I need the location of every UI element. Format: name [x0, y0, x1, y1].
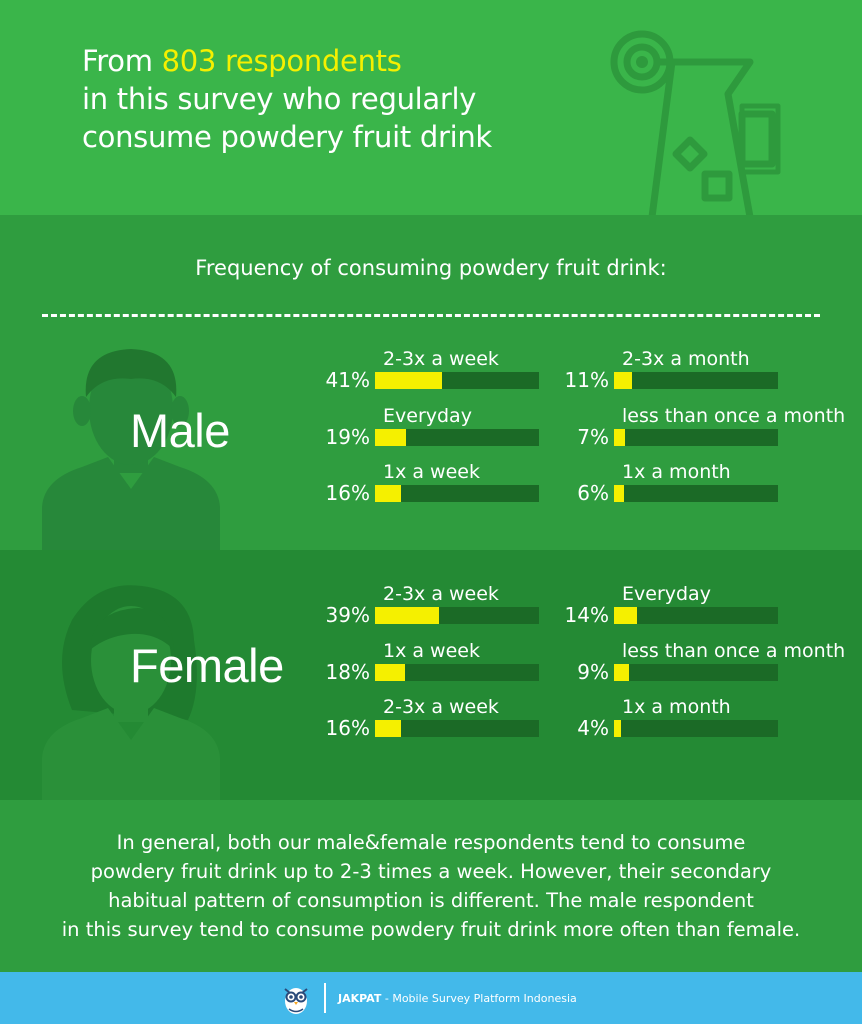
bar	[614, 720, 621, 737]
headline: From 803 respondents in this survey who …	[82, 42, 492, 156]
bar-track	[375, 663, 539, 681]
frequency-section: Frequency of consuming powdery fruit dri…	[0, 215, 862, 551]
bar-track	[614, 720, 778, 737]
bar	[375, 428, 407, 446]
bar	[614, 663, 629, 681]
summary-paragraph: In general, both our male&female respond…	[0, 828, 862, 944]
bar-category-label: 1x a week	[383, 639, 480, 662]
bar-category-label: less than once a month	[622, 639, 846, 662]
bar-value-label: 4%	[577, 716, 609, 740]
header-section: From 803 respondents in this survey who …	[0, 0, 862, 217]
bar-category-label: 1x a month	[622, 461, 731, 483]
summary-line: In general, both our male&female respond…	[116, 831, 746, 854]
bar-track	[375, 428, 539, 446]
bar-value-label: 41%	[325, 368, 370, 392]
bar-category-label: less than once a month	[622, 404, 846, 427]
bar	[375, 607, 439, 624]
bar-track	[375, 485, 539, 502]
frequency-title: Frequency of consuming powdery fruit dri…	[195, 256, 667, 280]
bar-category-label: 2-3x a week	[383, 348, 499, 370]
male-label: Male	[130, 404, 230, 457]
bar-category-label: 2-3x a month	[622, 348, 750, 370]
footer-separator	[324, 983, 326, 1013]
footer: JAKPAT - Mobile Survey Platform Indonesi…	[0, 972, 862, 1024]
bar-category-label: 2-3x a week	[383, 696, 499, 718]
bar	[614, 428, 626, 446]
summary-line: in this survey tend to consume powdery f…	[61, 918, 801, 941]
bar-track	[375, 720, 539, 737]
bar-category-label: 1x a week	[383, 461, 480, 483]
footer-brand-name: JAKPAT	[338, 991, 382, 1005]
bar	[614, 372, 633, 389]
bar-value-label: 18%	[325, 659, 370, 684]
bar-value-label: 7%	[577, 424, 609, 449]
female-label: Female	[130, 639, 284, 692]
dashed-divider	[42, 314, 820, 317]
bar	[375, 720, 402, 737]
bar	[614, 607, 637, 624]
bar	[614, 485, 624, 502]
male-avatar-icon	[42, 349, 220, 551]
headline-line-2: in this survey who regularly	[82, 82, 477, 116]
headline-line-1: From 803 respondents	[82, 42, 492, 80]
summary-line: habitual pattern of consumption is diffe…	[108, 889, 754, 912]
bar	[375, 372, 443, 389]
bar	[375, 485, 402, 502]
bar-category-label: 2-3x a week	[383, 583, 499, 605]
headline-line-3: consume powdery fruit drink	[82, 120, 492, 154]
bar-track	[614, 428, 778, 446]
footer-text: JAKPAT - Mobile Survey Platform Indonesi…	[338, 992, 577, 1005]
footer-tagline: - Mobile Survey Platform Indonesia	[381, 991, 577, 1005]
bar-track	[614, 607, 778, 624]
summary-section: In general, both our male&female respond…	[0, 800, 862, 972]
fruit-drink-jug-icon	[610, 30, 781, 217]
bar-track	[375, 607, 539, 624]
bar	[375, 663, 405, 681]
bar-track	[375, 372, 539, 389]
female-avatar-icon	[42, 585, 220, 800]
bar-track	[614, 372, 778, 389]
headline-prefix: From	[82, 44, 162, 78]
bar-value-label: 14%	[564, 603, 609, 627]
bar-category-label: Everyday	[383, 404, 472, 427]
summary-line: powdery fruit drink up to 2-3 times a we…	[90, 860, 772, 883]
bar-value-label: 6%	[577, 481, 609, 505]
bar-value-label: 39%	[325, 603, 370, 627]
bar-category-label: 1x a month	[622, 696, 731, 718]
respondents-highlight: 803 respondents	[161, 44, 402, 78]
bar-value-label: 11%	[564, 368, 609, 392]
female-section: Female 2-3x a week 39% 1x a week 18% 2-3x a …	[0, 550, 862, 800]
bar-value-label: 16%	[325, 716, 370, 740]
bar-category-label: Everyday	[622, 583, 711, 605]
bar-track	[614, 663, 778, 681]
bar-value-label: 9%	[577, 659, 609, 684]
owl-mascot-icon	[284, 988, 308, 1014]
bar-value-label: 16%	[325, 481, 370, 505]
bar-track	[614, 485, 778, 502]
footer-brand[interactable]: JAKPAT - Mobile Survey Platform Indonesi…	[282, 980, 577, 1016]
bar-value-label: 19%	[325, 424, 370, 449]
